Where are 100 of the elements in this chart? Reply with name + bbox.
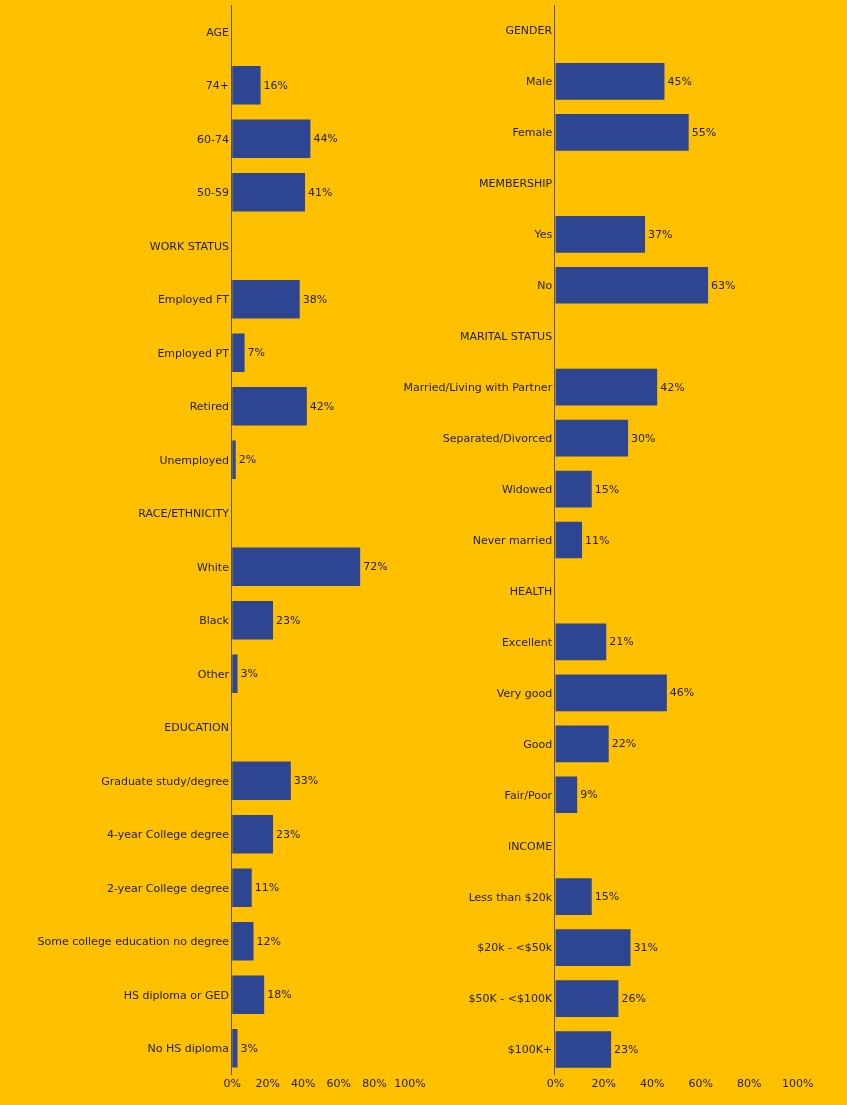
x-tick-label: 20%: [255, 1077, 280, 1090]
bar: [555, 980, 619, 1017]
bar: [555, 1031, 612, 1068]
y-tick-label: $50K - <$100K: [468, 992, 553, 1006]
bar: [232, 172, 306, 212]
y-tick-label: GENDER: [505, 24, 553, 38]
data-label: 11%: [254, 881, 280, 895]
y-tick-label: No HS diploma: [147, 1042, 229, 1056]
data-label: 44%: [313, 132, 338, 146]
x-tick-label: 0%: [223, 1077, 241, 1090]
y-tick-label: AGE: [206, 25, 229, 39]
y-tick-label: INCOME: [507, 839, 553, 853]
y-tick-label: Separated/Divorced: [442, 431, 553, 445]
y-tick-label: 60-74: [196, 132, 229, 146]
bar: [555, 623, 607, 661]
y-tick-label: MARITAL STATUS: [459, 330, 553, 344]
x-tick-label: 60%: [688, 1077, 714, 1090]
data-label: 42%: [660, 380, 685, 394]
y-tick-label: Graduate study/degree: [101, 774, 230, 788]
y-tick-label: $20k - <$50k: [477, 941, 553, 955]
bar: [232, 65, 261, 105]
bar: [232, 333, 245, 373]
bar: [555, 878, 592, 916]
data-label: 11%: [585, 533, 610, 547]
y-tick-label: Good: [523, 737, 553, 751]
data-label: 26%: [621, 992, 646, 1006]
bar: [232, 386, 307, 426]
bar: [232, 814, 274, 854]
data-label: 41%: [308, 185, 333, 199]
data-label: 55%: [691, 125, 717, 139]
data-label: 2%: [238, 453, 257, 467]
x-tick-label: 40%: [640, 1077, 665, 1090]
data-label: 9%: [580, 788, 598, 802]
y-tick-label: White: [196, 560, 230, 574]
bar: [232, 761, 291, 801]
bar: [232, 279, 300, 319]
bar: [555, 368, 658, 406]
y-tick-label: 2-year College degree: [107, 881, 230, 895]
data-label: 12%: [256, 934, 281, 948]
x-tick-label: 80%: [737, 1077, 762, 1090]
bar: [232, 868, 252, 908]
data-label: 7%: [247, 346, 266, 360]
bar: [555, 114, 689, 151]
data-label: 72%: [363, 560, 388, 574]
y-tick-label: MEMBERSHIP: [478, 177, 553, 191]
y-tick-label: Unemployed: [159, 453, 229, 467]
y-tick-label: Married/Living with Partner: [403, 380, 553, 394]
y-tick-label: WORK STATUS: [149, 239, 229, 253]
bar: [555, 929, 631, 966]
bar: [555, 266, 709, 304]
bar: [555, 470, 592, 508]
data-label: 3%: [240, 1041, 258, 1055]
x-tick-label: 40%: [291, 1077, 316, 1090]
y-tick-label: Fair/Poor: [504, 788, 553, 802]
data-label: 46%: [669, 686, 695, 700]
data-label: 45%: [667, 74, 692, 88]
data-label: 23%: [276, 827, 301, 841]
y-tick-label: Some college education no degree: [37, 935, 230, 949]
data-label: 23%: [614, 1043, 639, 1057]
y-tick-label: Less than $20k: [468, 890, 553, 904]
bar: [555, 674, 667, 712]
y-tick-label: Employed PT: [157, 346, 230, 360]
data-label: 37%: [648, 227, 673, 241]
data-label: 42%: [309, 399, 335, 413]
y-tick-label: 74+: [205, 79, 229, 93]
y-tick-label: $100K+: [507, 1043, 553, 1057]
bar: [555, 215, 646, 253]
y-tick-label: Female: [512, 126, 553, 140]
bar: [555, 776, 578, 814]
x-tick-label: 0%: [546, 1077, 565, 1090]
y-tick-label: Never married: [472, 533, 553, 547]
y-tick-label: Very good: [496, 686, 553, 700]
y-tick-label: Male: [526, 75, 553, 89]
data-label: 33%: [293, 774, 319, 788]
data-label: 18%: [267, 988, 292, 1002]
y-tick-label: HEALTH: [509, 584, 553, 598]
bar: [232, 600, 274, 640]
y-tick-label: Retired: [189, 400, 229, 414]
data-label: 31%: [633, 941, 658, 955]
x-tick-label: 20%: [591, 1077, 617, 1090]
y-tick-label: Yes: [533, 228, 553, 242]
data-label: 30%: [631, 431, 656, 445]
data-label: 21%: [609, 635, 634, 649]
y-tick-label: Black: [199, 614, 230, 628]
bar: [555, 419, 629, 457]
x-tick-label: 60%: [326, 1077, 352, 1090]
y-tick-label: RACE/ETHNICITY: [138, 507, 230, 521]
data-label: 22%: [611, 737, 637, 751]
bar: [555, 63, 665, 100]
data-label: 38%: [302, 292, 328, 306]
bar: [232, 119, 311, 159]
bar: [232, 921, 254, 961]
y-tick-label: HS diploma or GED: [123, 988, 229, 1002]
bar: [555, 521, 583, 559]
y-tick-label: 4-year College degree: [107, 828, 230, 842]
data-label: 23%: [276, 613, 301, 627]
y-tick-label: 50-59: [196, 186, 229, 200]
y-tick-label: Widowed: [502, 482, 553, 496]
data-label: 3%: [240, 667, 258, 681]
data-label: 63%: [711, 278, 736, 292]
